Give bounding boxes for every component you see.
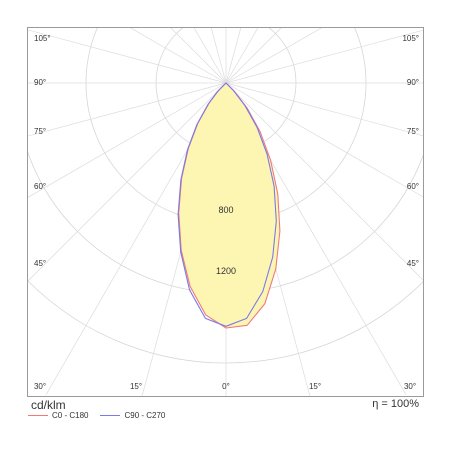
intensity-fill-area	[178, 83, 280, 328]
tick-right-60: 60°	[407, 182, 419, 191]
legend-item-c0-c180: C0 - C180	[28, 411, 88, 420]
tick-right-45: 45°	[407, 259, 419, 268]
tick-right-90: 90°	[407, 78, 419, 87]
legend-swatch-c0-c180	[28, 415, 48, 416]
tick-left-105: 105°	[34, 34, 51, 43]
tick-left-60: 60°	[34, 182, 46, 191]
grid-spoke	[225, 82, 423, 198]
grid-spoke	[130, 28, 227, 84]
tick-right-75: 75°	[407, 127, 419, 136]
grid-spoke	[28, 82, 227, 137]
tick-bottom-30-right: 30°	[404, 382, 416, 391]
grid-spoke	[225, 29, 423, 84]
ring-label-1200: 1200	[216, 266, 236, 276]
tick-bottom-30-left: 30°	[34, 382, 46, 391]
grid-spoke	[193, 28, 227, 84]
tick-left-75: 75°	[34, 127, 46, 136]
ring-label-800: 800	[218, 205, 233, 215]
grid-spoke	[225, 28, 322, 84]
tick-right-105: 105°	[402, 34, 419, 43]
grid-spoke	[170, 28, 227, 84]
ring-labels: 800 1200	[216, 205, 236, 276]
tick-left-90: 90°	[34, 78, 46, 87]
grid-spoke	[28, 82, 227, 198]
grid-spoke	[28, 82, 227, 282]
tick-bottom-15-right: 15°	[309, 382, 321, 391]
series-layer	[177, 82, 281, 329]
polar-chart-frame: 105° 90° 75° 60° 45° 105° 90° 75° 60° 45…	[27, 27, 424, 397]
legend-label-c0-c180: C0 - C180	[52, 411, 89, 420]
series-line-c90-c270	[177, 82, 277, 327]
grid-spoke	[225, 82, 423, 137]
unit-label: cd/klm	[31, 398, 66, 412]
grid-spoke	[225, 28, 259, 84]
legend-item-c90-c270: C90 - C270	[100, 411, 165, 420]
polar-chart: 105° 90° 75° 60° 45° 105° 90° 75° 60° 45…	[28, 28, 423, 396]
grid-spoke	[225, 82, 423, 281]
tick-left-45: 45°	[34, 259, 46, 268]
legend-label-c90-c270: C90 - C270	[124, 411, 166, 420]
legend: C0 - C180 C90 - C270	[28, 411, 177, 420]
legend-swatch-c90-c270	[100, 415, 121, 416]
grid-spoke	[225, 28, 282, 84]
grid-spoke	[28, 29, 227, 84]
tick-bottom-15-left: 15°	[130, 382, 142, 391]
efficiency-label: η = 100%	[372, 398, 419, 410]
angle-ticks: 105° 90° 75° 60° 45° 105° 90° 75° 60° 45…	[34, 34, 419, 391]
tick-bottom-0: 0°	[222, 382, 230, 391]
